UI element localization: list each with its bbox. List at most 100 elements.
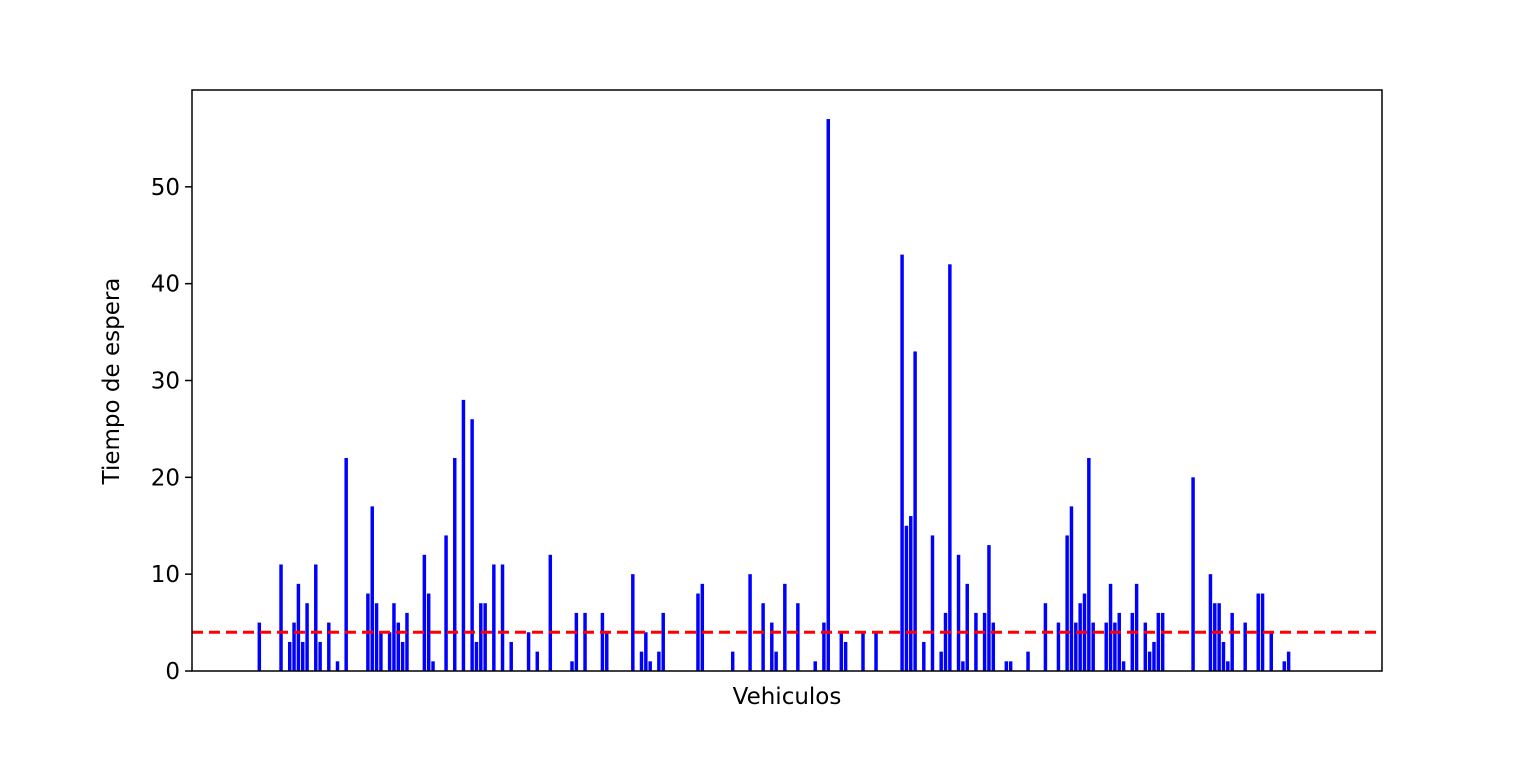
bar: [392, 603, 396, 671]
bar: [570, 661, 574, 671]
bar: [1091, 622, 1095, 671]
y-tick-label: 30: [151, 369, 180, 395]
bar: [1208, 574, 1213, 671]
y-axis-ticks: 0 10 20 30 40 50: [151, 175, 192, 685]
bar: [461, 399, 466, 671]
bar: [661, 612, 665, 671]
bar: [1069, 506, 1074, 671]
bar: [1243, 622, 1247, 671]
bar: [1113, 622, 1117, 671]
bar: [904, 525, 909, 671]
bar: [1152, 641, 1156, 671]
bar: [991, 622, 996, 671]
bar: [327, 622, 331, 671]
bar: [657, 651, 661, 671]
bar: [470, 419, 474, 671]
bar: [974, 612, 978, 671]
bar: [1004, 661, 1009, 671]
bar: [1191, 477, 1195, 671]
bar: [1056, 622, 1061, 671]
bar: [1121, 661, 1126, 671]
bar: [813, 661, 817, 671]
bar: [1008, 661, 1013, 671]
bar: [700, 583, 705, 671]
bar: [874, 632, 878, 671]
bar: [843, 641, 848, 671]
bar: [296, 583, 301, 671]
y-tick-label: 40: [151, 272, 180, 298]
bar: [422, 554, 427, 671]
bar: [1108, 583, 1113, 671]
bar: [535, 651, 540, 671]
bar: [453, 457, 457, 671]
bar: [301, 641, 305, 671]
bar: [648, 661, 652, 671]
bar: [1143, 622, 1148, 671]
bar: [444, 535, 448, 671]
bar: [605, 632, 609, 671]
bar: [861, 632, 865, 671]
bar: [400, 641, 405, 671]
bar: [1134, 583, 1139, 671]
bar: [1065, 535, 1069, 671]
bar: [526, 632, 531, 671]
bar: [1269, 632, 1273, 671]
bar: [900, 254, 904, 671]
bar: [305, 603, 309, 671]
bar: [1087, 457, 1091, 671]
bar: [956, 554, 961, 671]
bar: [939, 651, 943, 671]
y-tick-label: 20: [151, 465, 180, 491]
bar: [822, 622, 826, 671]
bar: [922, 641, 926, 671]
bar: [574, 612, 579, 671]
bar: [318, 641, 322, 671]
bar: [696, 593, 700, 671]
bar: [1130, 612, 1135, 671]
bar: [1026, 651, 1030, 671]
bar: [370, 506, 374, 671]
bar: [292, 622, 296, 671]
bar: [913, 351, 917, 671]
bar: [509, 641, 513, 671]
bar: [1217, 603, 1221, 671]
bar: [796, 603, 800, 671]
bar: [770, 622, 774, 671]
bar: [631, 574, 635, 671]
bar: [431, 661, 435, 671]
bar: [1104, 622, 1108, 671]
bar: [396, 622, 401, 671]
bar: [500, 564, 505, 671]
bar: [379, 632, 383, 671]
bar: [965, 583, 969, 671]
bar: [909, 516, 913, 671]
bar: [1074, 622, 1078, 671]
bar: [644, 632, 648, 671]
bar: [948, 264, 952, 671]
bar: [1078, 603, 1082, 671]
bar: [783, 583, 787, 671]
bar: [1230, 612, 1234, 671]
bar: [257, 622, 262, 671]
bar: [335, 661, 340, 671]
bar: [982, 612, 987, 671]
bar: [548, 554, 553, 671]
bar: [1147, 651, 1152, 671]
bar: [930, 535, 935, 671]
bar: [426, 593, 431, 671]
bar: [583, 612, 587, 671]
bar: [961, 661, 965, 671]
bar: [943, 612, 948, 671]
bar: [387, 632, 392, 671]
y-tick-label: 50: [151, 175, 180, 201]
bar: [344, 457, 348, 671]
bar: [1282, 661, 1287, 671]
bar: [730, 651, 735, 671]
bar: [1256, 593, 1260, 671]
bar: [761, 603, 765, 671]
y-tick-label: 10: [151, 562, 180, 588]
bar: [1117, 612, 1121, 671]
bar: [839, 632, 844, 671]
bar: [748, 574, 752, 671]
